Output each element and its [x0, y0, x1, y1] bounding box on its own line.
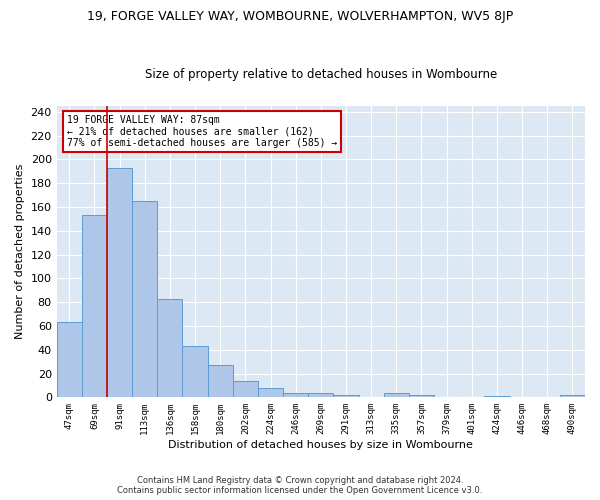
Bar: [233, 380, 258, 398]
Bar: [308, 392, 334, 398]
X-axis label: Distribution of detached houses by size in Wombourne: Distribution of detached houses by size …: [169, 440, 473, 450]
Bar: [258, 388, 283, 398]
Bar: [409, 395, 434, 398]
Bar: [157, 298, 182, 398]
Title: Size of property relative to detached houses in Wombourne: Size of property relative to detached ho…: [145, 68, 497, 81]
Bar: [283, 392, 308, 398]
Bar: [182, 346, 208, 398]
Text: Contains HM Land Registry data © Crown copyright and database right 2024.
Contai: Contains HM Land Registry data © Crown c…: [118, 476, 482, 495]
Y-axis label: Number of detached properties: Number of detached properties: [15, 164, 25, 339]
Bar: [107, 168, 132, 398]
Bar: [56, 322, 82, 398]
Bar: [334, 395, 359, 398]
Bar: [484, 396, 509, 398]
Text: 19, FORGE VALLEY WAY, WOMBOURNE, WOLVERHAMPTON, WV5 8JP: 19, FORGE VALLEY WAY, WOMBOURNE, WOLVERH…: [87, 10, 513, 23]
Bar: [208, 365, 233, 398]
Text: 19 FORGE VALLEY WAY: 87sqm
← 21% of detached houses are smaller (162)
77% of sem: 19 FORGE VALLEY WAY: 87sqm ← 21% of deta…: [67, 114, 337, 148]
Bar: [560, 395, 585, 398]
Bar: [384, 392, 409, 398]
Bar: [132, 201, 157, 398]
Bar: [82, 216, 107, 398]
